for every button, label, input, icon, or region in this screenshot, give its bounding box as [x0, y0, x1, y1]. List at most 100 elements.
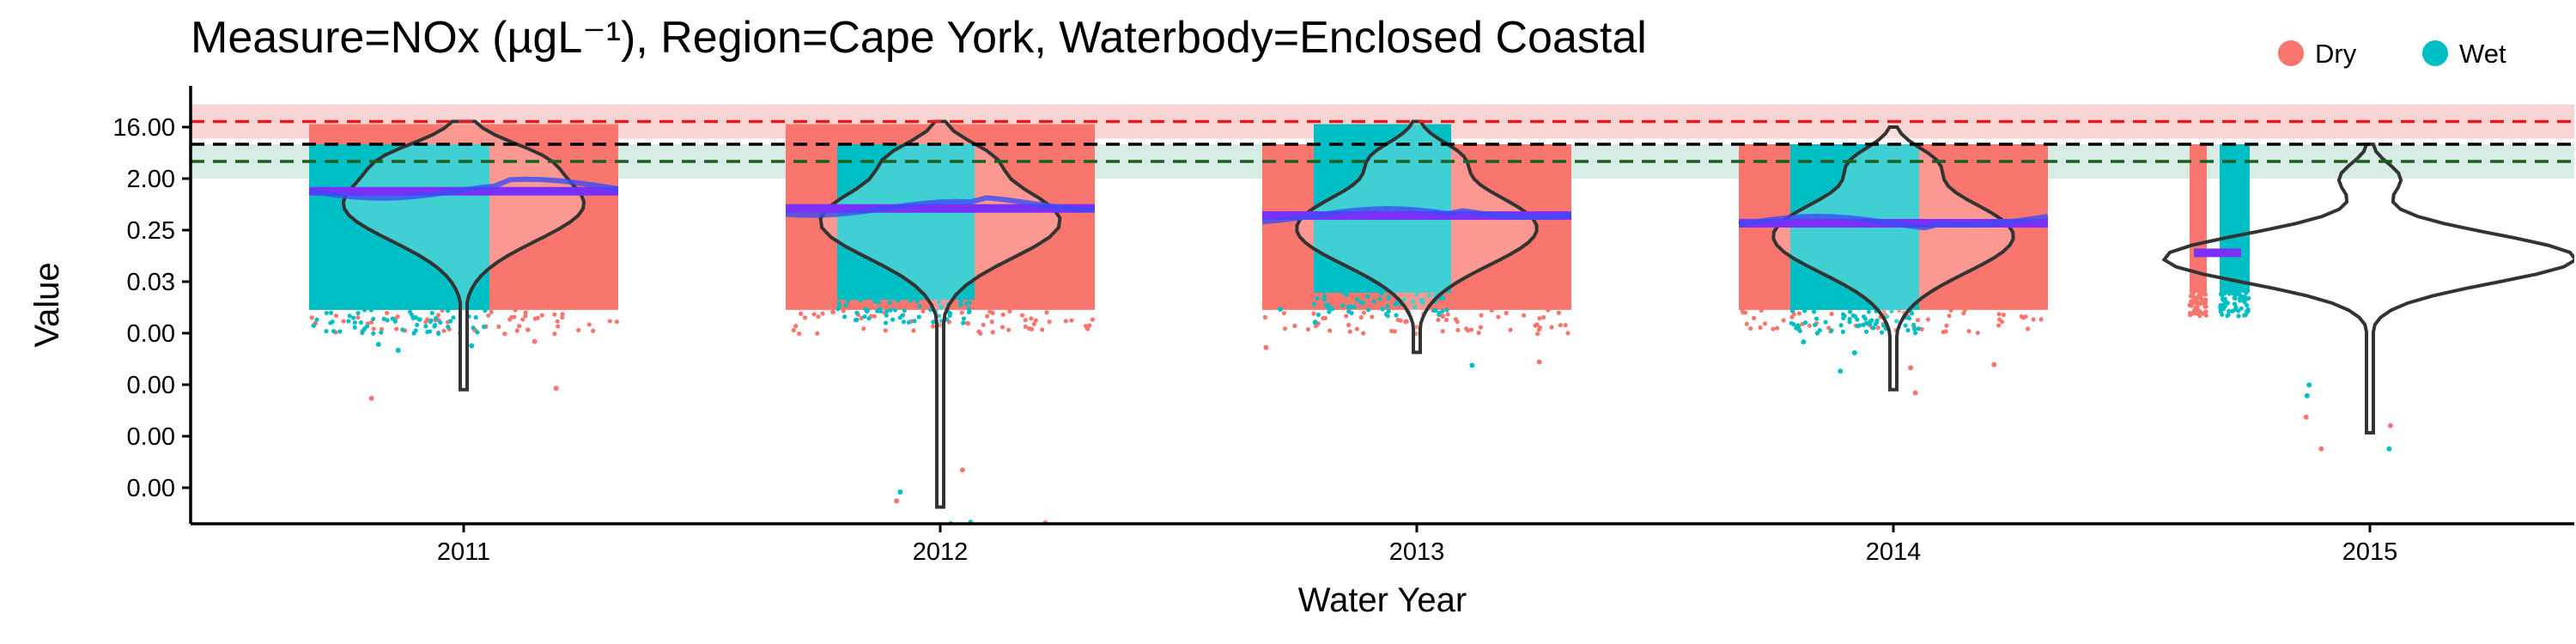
point: [990, 330, 995, 335]
point: [1322, 315, 1328, 321]
point: [902, 308, 907, 313]
point: [1522, 313, 1527, 318]
point: [1342, 291, 1347, 296]
point: [415, 322, 420, 328]
point: [1033, 318, 1038, 323]
point: [896, 298, 901, 303]
point: [355, 311, 361, 316]
outlier-point: [897, 489, 903, 495]
point: [1534, 331, 1540, 337]
point: [1829, 311, 1834, 317]
point: [797, 331, 802, 337]
point: [1047, 319, 1052, 325]
point: [1006, 327, 1012, 332]
point: [811, 312, 817, 317]
point: [1366, 307, 1371, 313]
point: [341, 319, 346, 324]
y-tick-label: 0.00: [127, 320, 175, 348]
point: [911, 328, 916, 333]
point: [1377, 296, 1382, 301]
point: [959, 310, 964, 315]
point: [1311, 301, 1316, 307]
trend-line-2013: [1261, 206, 1572, 225]
point: [314, 317, 319, 322]
point: [2236, 308, 2241, 313]
point: [451, 315, 456, 320]
x-axis-title: Water Year: [1298, 581, 1467, 619]
point: [1027, 326, 1032, 331]
point: [433, 316, 439, 321]
point: [793, 324, 799, 329]
point: [436, 331, 441, 337]
point: [1862, 316, 1868, 321]
point: [829, 309, 835, 314]
point: [1349, 310, 1354, 316]
outlier-point: [1801, 339, 1807, 345]
y-tick-label: 0.00: [127, 475, 175, 502]
point: [1789, 308, 1795, 313]
outlier-point: [1536, 359, 1542, 365]
point: [1315, 312, 1321, 318]
point: [1282, 326, 1288, 331]
point: [1864, 320, 1869, 325]
point: [2244, 309, 2249, 314]
point: [1386, 295, 1391, 300]
point: [1856, 324, 1861, 329]
point: [984, 313, 990, 319]
outlier-point: [368, 395, 374, 401]
point: [400, 327, 405, 332]
point: [1826, 325, 1832, 331]
point: [1875, 325, 1880, 331]
point: [1327, 309, 1332, 314]
group-2013: [1261, 119, 1572, 368]
point: [890, 317, 896, 322]
point: [893, 307, 898, 313]
point: [1903, 323, 1908, 328]
point: [2222, 290, 2227, 296]
point: [1478, 325, 1484, 330]
axes: 16.00 2.00 0.25 0.03 0.00 0.00 0.00 0.00 2011 201…: [28, 86, 2574, 619]
point: [906, 319, 912, 325]
point: [1352, 304, 1357, 310]
outlier-point: [1312, 319, 1318, 325]
point: [1325, 302, 1331, 308]
point: [1962, 307, 1967, 313]
point: [1966, 329, 1971, 334]
point: [333, 313, 339, 319]
point: [1087, 323, 1092, 328]
point: [1744, 321, 1749, 326]
point: [887, 300, 893, 305]
point: [937, 323, 943, 328]
point: [2232, 295, 2237, 301]
point: [355, 315, 361, 320]
point: [1879, 330, 1885, 335]
point: [502, 331, 507, 337]
point: [1069, 318, 1074, 323]
point: [523, 313, 528, 319]
point: [1385, 304, 1390, 309]
point: [1313, 323, 1318, 329]
point: [876, 300, 881, 305]
legend-label-wet: Wet: [2459, 39, 2506, 69]
point: [1795, 323, 1801, 328]
point: [330, 319, 335, 325]
point: [586, 322, 592, 327]
point: [371, 316, 376, 322]
point: [1063, 319, 1068, 324]
point: [2218, 291, 2224, 297]
point: [2026, 326, 2031, 331]
point: [496, 324, 501, 330]
point: [958, 299, 963, 305]
point: [1771, 326, 1776, 331]
point: [854, 310, 860, 315]
point: [1847, 319, 1852, 325]
point: [2202, 297, 2208, 302]
point: [1855, 317, 1860, 322]
points-wet-2012: [837, 144, 975, 301]
point: [912, 319, 917, 324]
point: [614, 319, 619, 325]
point: [556, 324, 561, 329]
point: [555, 319, 560, 324]
point: [1781, 318, 1786, 323]
outlier-point: [469, 343, 475, 349]
